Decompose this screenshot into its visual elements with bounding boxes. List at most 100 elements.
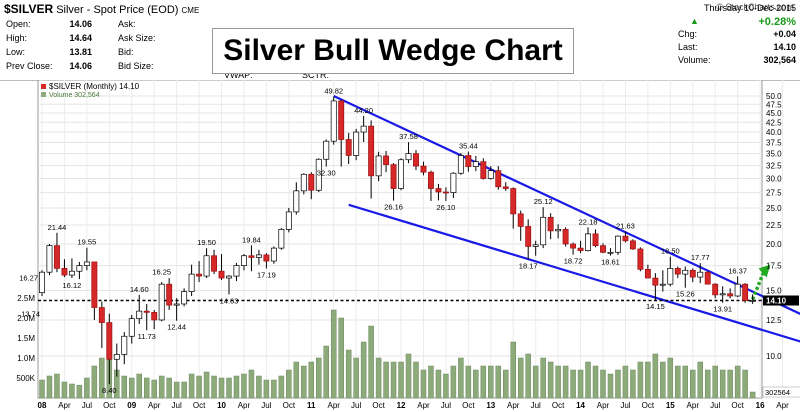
volume-bar bbox=[278, 375, 285, 399]
candle-body bbox=[203, 255, 210, 277]
volume-bar bbox=[413, 361, 419, 399]
price-annotation-label: 14.63 bbox=[220, 297, 239, 306]
candle-body bbox=[480, 161, 487, 179]
candle-body bbox=[734, 283, 741, 297]
volume-bar bbox=[704, 369, 711, 399]
price-tick-label: 30.0 bbox=[766, 175, 782, 184]
price-annotation-label: 19.55 bbox=[77, 238, 96, 247]
volume-bar bbox=[675, 365, 681, 399]
price-annotation-label: 17.77 bbox=[691, 253, 710, 262]
chg-label: Chg: bbox=[678, 29, 698, 39]
price-tick-label: 32.5 bbox=[766, 162, 782, 171]
candle-body bbox=[106, 322, 113, 360]
price-tick-label: 42.5 bbox=[766, 118, 782, 127]
candle-body bbox=[742, 283, 749, 301]
candle-body bbox=[61, 268, 68, 276]
volume-bar bbox=[301, 365, 307, 399]
pct-change: +0.28% bbox=[758, 16, 796, 28]
volume-value: 302,564 bbox=[763, 55, 796, 65]
candle-body bbox=[293, 190, 300, 213]
chg-row: Chg: +0.04 bbox=[672, 29, 796, 42]
volume-tick-label: 1.5M bbox=[17, 334, 35, 343]
candle-body bbox=[323, 140, 330, 160]
time-tick-label: Jul bbox=[620, 401, 630, 410]
open-value: 14.06 bbox=[69, 19, 92, 29]
time-tick-label: 11 bbox=[307, 401, 316, 410]
volume-bar bbox=[218, 377, 225, 399]
time-tick-label: 09 bbox=[127, 401, 136, 410]
candle-body bbox=[442, 191, 449, 194]
candle-body bbox=[136, 310, 143, 320]
volume-bar bbox=[630, 369, 636, 399]
open-row: Open: 14.06 bbox=[6, 19, 92, 29]
candle-body bbox=[428, 171, 434, 189]
price-annotation-label: 8.40 bbox=[102, 386, 117, 395]
candle-body bbox=[562, 229, 569, 245]
volume-bar bbox=[443, 373, 449, 399]
volume-bar bbox=[345, 349, 352, 399]
bid-label: Bid: bbox=[118, 47, 134, 57]
candle-body bbox=[592, 233, 599, 246]
candle-body bbox=[241, 255, 247, 266]
price-annotation-label: 15.26 bbox=[676, 290, 695, 299]
price-tick-label: 47.5 bbox=[766, 100, 782, 109]
last-label: Last: bbox=[678, 42, 698, 52]
candle-body bbox=[577, 247, 584, 251]
candle-body bbox=[360, 125, 367, 133]
time-tick-label: Jul bbox=[351, 401, 361, 410]
last-row: Last: 14.10 bbox=[672, 42, 796, 55]
price-tick-label: 27.5 bbox=[766, 189, 782, 198]
legend-price: $SILVER (Monthly) 14.10 bbox=[49, 82, 140, 91]
time-tick-label: 13 bbox=[486, 401, 495, 410]
volume-bar bbox=[727, 369, 733, 399]
breakout-arrow-head bbox=[758, 264, 771, 278]
last-volume-tag-label: 302564 bbox=[765, 388, 790, 397]
time-tick-label: Jul bbox=[710, 401, 720, 410]
candle-body bbox=[143, 310, 150, 313]
candle-body bbox=[555, 229, 562, 232]
time-tick-label: Apr bbox=[507, 401, 520, 410]
time-tick-label: Oct bbox=[372, 401, 385, 410]
price-tick-label: 20.0 bbox=[766, 240, 782, 249]
volume-bar bbox=[652, 353, 659, 399]
time-tick-label: Apr bbox=[148, 401, 161, 410]
candle-body bbox=[495, 170, 502, 188]
volume-bar bbox=[428, 365, 434, 399]
prev-close-value: 14.06 bbox=[69, 61, 92, 71]
volume-legend-swatch bbox=[41, 92, 46, 97]
volume-bar bbox=[592, 365, 599, 399]
volume-bar bbox=[562, 365, 569, 399]
time-tick-label: Apr bbox=[597, 401, 610, 410]
volume-bar bbox=[316, 357, 322, 399]
volume-bar bbox=[293, 361, 300, 399]
price-tick-label: 15.0 bbox=[766, 286, 782, 295]
price-annotation-label: 18.50 bbox=[661, 247, 680, 256]
candle-body bbox=[113, 354, 120, 360]
volume-bar bbox=[734, 365, 741, 399]
candle-body bbox=[173, 303, 180, 306]
time-tick-label: Jul bbox=[531, 401, 541, 410]
volume-bar bbox=[697, 361, 703, 399]
volume-bar bbox=[181, 381, 187, 399]
volume-bar bbox=[383, 361, 389, 399]
candle-body bbox=[398, 159, 404, 189]
candle-body bbox=[345, 139, 352, 156]
volume-bar bbox=[263, 379, 270, 399]
candle-body bbox=[697, 271, 704, 278]
volume-bar bbox=[368, 325, 374, 399]
candle-body bbox=[644, 268, 651, 279]
price-annotation-label: 16.37 bbox=[728, 266, 747, 275]
candle-body bbox=[390, 164, 397, 189]
volume-bar bbox=[69, 383, 75, 399]
candle-body bbox=[54, 245, 60, 269]
up-triangle-icon: ▲ bbox=[690, 16, 699, 26]
legend-volume: Volume 302,564 bbox=[49, 92, 100, 99]
price-tick-label: 35.0 bbox=[766, 150, 782, 159]
price-annotation-label: 14.60 bbox=[130, 285, 149, 294]
candle-body bbox=[196, 273, 203, 277]
volume-bar bbox=[532, 365, 539, 399]
candle-body bbox=[607, 251, 614, 254]
time-tick-label: Apr bbox=[238, 401, 251, 410]
sctr-label: SCTR: bbox=[302, 70, 329, 80]
price-annotation-label: 26.16 bbox=[384, 203, 403, 212]
